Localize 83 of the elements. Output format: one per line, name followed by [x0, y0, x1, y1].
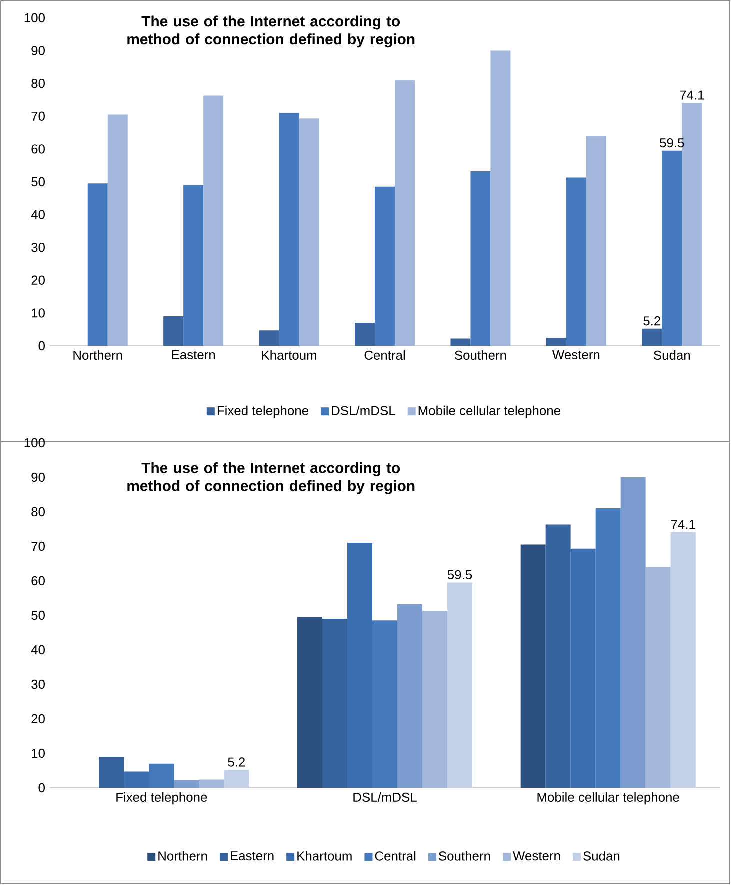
bar — [199, 780, 224, 788]
y-tick-label: 90 — [32, 472, 45, 482]
bar — [204, 96, 224, 346]
y-tick-label: 70 — [32, 542, 45, 552]
bar — [422, 611, 448, 788]
bar — [398, 604, 422, 788]
y-tick-label: 40 — [31, 210, 45, 220]
y-tick-label: 10 — [32, 748, 45, 758]
x-tick-label: DSL/mDSL — [354, 792, 417, 802]
bar — [642, 328, 662, 346]
legend-label: Central — [375, 851, 416, 861]
y-tick-label: 80 — [32, 79, 45, 88]
bar — [566, 178, 586, 346]
bar — [99, 756, 124, 788]
legend-label: Khartoum — [298, 851, 352, 861]
bar — [490, 50, 511, 346]
bar — [546, 338, 566, 346]
bar — [164, 316, 184, 346]
y-tick-label: 60 — [32, 576, 45, 586]
y-tick-label: 20 — [32, 714, 45, 724]
bar — [322, 618, 348, 788]
bar — [279, 113, 300, 346]
y-tick-label: 100 — [24, 438, 45, 448]
y-tick-label: 80 — [32, 507, 45, 517]
bar — [586, 136, 606, 346]
y-tick-label: 0 — [38, 783, 45, 793]
bar — [450, 338, 471, 346]
legend-label: DSL/mDSL — [332, 406, 396, 416]
bar — [375, 186, 395, 346]
y-tick-label: 40 — [31, 645, 45, 655]
text: The use of the Internet according to method of connection defined by region — [128, 462, 415, 494]
x-tick-label: Central — [364, 350, 406, 360]
legend-label: Fixed telephone — [218, 406, 308, 418]
bar — [184, 185, 204, 346]
bar — [298, 617, 322, 788]
bar — [662, 150, 682, 346]
y-tick-label: 50 — [32, 177, 45, 187]
data-label: 74.1 — [671, 520, 696, 530]
y-tick-label: 60 — [32, 144, 45, 154]
x-tick-label: Mobile cellular telephone — [538, 792, 680, 805]
bar — [470, 171, 491, 346]
y-tick-label: 20 — [32, 276, 45, 285]
y-tick-label: 10 — [32, 308, 45, 318]
legend-label: Mobile cellular telephone — [418, 406, 560, 418]
x-tick-label: Khartoum — [262, 350, 317, 360]
bar — [670, 532, 696, 788]
bar — [355, 323, 375, 346]
legend-label: Eastern — [231, 852, 274, 861]
data-label: 74.1 — [680, 90, 704, 100]
data-label: 59.5 — [660, 138, 684, 148]
legend-label: Northern — [158, 851, 208, 861]
bar — [259, 330, 280, 346]
y-tick-label: 100 — [24, 13, 45, 23]
y-tick-label: 90 — [32, 46, 45, 56]
bar — [395, 80, 415, 346]
y-tick-label: 50 — [32, 610, 45, 620]
legend-label: Southern — [439, 851, 490, 861]
bar — [620, 477, 646, 788]
bar — [546, 524, 571, 788]
bar — [448, 582, 472, 788]
y-tick-label: 70 — [32, 112, 45, 121]
legend-label: Western — [513, 852, 560, 861]
bar — [108, 114, 128, 346]
y-tick-label: 30 — [32, 243, 45, 252]
data-label: 5.2 — [644, 316, 660, 326]
x-tick-label: Fixed telephone — [116, 792, 208, 805]
bar — [174, 780, 200, 788]
data-label: 59.5 — [448, 570, 472, 580]
x-tick-label: Northern — [74, 350, 122, 360]
bar — [646, 567, 671, 788]
chart-title: The use of the Internet according to method of connection defined by region — [128, 16, 415, 48]
y-tick-label: 30 — [32, 680, 45, 690]
y-tick-label: 0 — [38, 341, 45, 351]
x-tick-label: Western — [552, 350, 600, 360]
data-label: 5.2 — [228, 758, 246, 767]
bar — [520, 544, 546, 788]
x-tick-label: Southern — [455, 350, 506, 360]
bar — [224, 770, 250, 788]
bar — [299, 118, 320, 346]
x-tick-label: Sudan — [654, 350, 690, 360]
x-tick-label: Eastern — [172, 350, 216, 360]
legend-label: Sudan — [584, 851, 620, 861]
bar — [88, 184, 108, 346]
